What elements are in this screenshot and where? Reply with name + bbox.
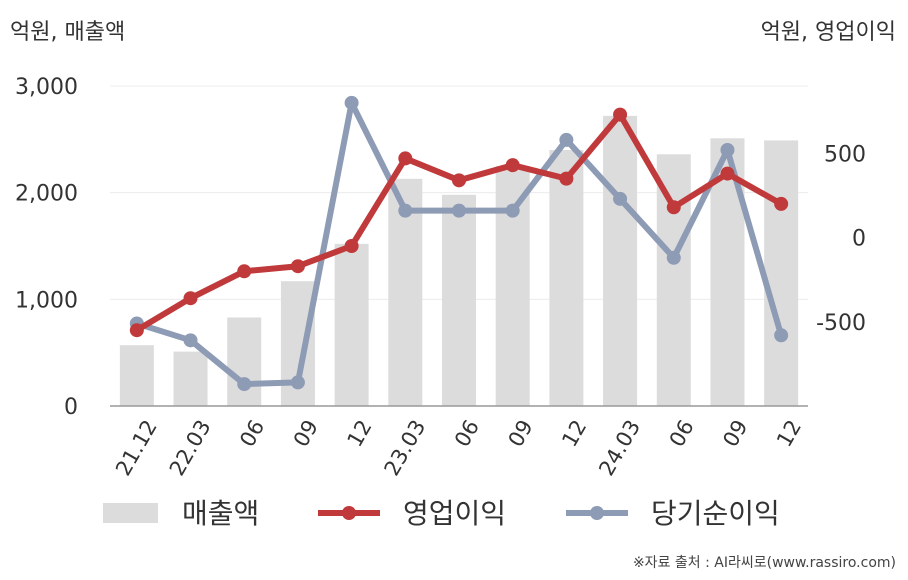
revenue-bar [334,243,369,406]
operating-profit-point [559,171,574,186]
x-tick-label: 21.12 [111,416,162,480]
operating-profit-point [452,173,466,188]
right-tick-label: 0 [852,227,866,252]
revenue-bars [119,115,799,406]
right-axis-ticks: -500 0 500 [816,142,866,335]
net-income-point [613,191,628,206]
operating-profit-point [183,291,198,306]
x-tick-label: 12 [557,416,591,451]
operating-profit-point [720,166,735,181]
left-tick-label: 1,000 [15,288,78,313]
net-income-point [774,328,789,343]
operating-profit-point [398,151,413,166]
net-income-point [452,203,466,218]
right-tick-label: -500 [816,311,866,336]
x-axis-ticks: 21.12 22.03 06 09 12 23.03 06 09 12 24.03 06 09 12 [111,416,806,480]
net-income-point [344,95,359,110]
net-income-point [183,333,198,348]
revenue-bar [442,194,476,406]
net-income-point [237,377,252,392]
left-tick-label: 0 [64,395,78,420]
legend-marker-net-income [590,506,604,520]
net-income-point [290,375,305,390]
x-tick-label: 22.03 [165,416,216,480]
x-tick-label: 06 [235,416,269,451]
x-tick-label: 06 [665,416,699,451]
revenue-bar [119,345,154,406]
right-axis-unit: 억원, 영업이익 [760,20,896,45]
x-tick-label: 06 [450,416,484,451]
operating-profit-point [666,200,681,215]
left-tick-label: 2,000 [15,182,78,207]
operating-profit-point [129,323,144,338]
revenue-bar [173,351,208,406]
x-tick-label: 12 [772,416,806,451]
x-tick-label: 09 [504,416,538,451]
operating-profit-point [774,196,789,211]
left-tick-label: 3,000 [15,75,78,100]
x-tick-label: 09 [289,416,323,451]
legend-label-operating-profit: 영업이익 [403,497,506,530]
left-axis-ticks: 0 1,000 2,000 3,000 [15,75,78,420]
source-note: ※자료 출처 : AI라씨로(www.rassiro.com) [632,555,896,571]
revenue-bar [603,115,638,406]
x-tick-label: 12 [343,416,377,451]
legend: 매출액 영업이익 당기순이익 [103,497,780,530]
legend-marker-operating-profit [342,506,356,520]
x-tick-label: 24.03 [594,416,645,480]
net-income-point [559,132,574,147]
x-tick-label: 09 [718,416,752,451]
legend-label-revenue: 매출액 [182,497,259,530]
legend-swatch-revenue [103,503,158,523]
revenue-bar [549,150,584,406]
operating-profit-point [505,158,520,173]
operating-profit-point [613,107,628,122]
revenue-bar [495,166,530,406]
operating-profit-point [290,259,305,274]
net-income-point [666,250,681,265]
operating-profit-point [237,264,252,279]
revenue-bar [764,140,799,406]
net-income-point [398,203,413,218]
right-tick-label: 500 [824,142,866,167]
revenue-bar [227,317,262,406]
left-axis-unit: 억원, 매출액 [10,20,126,45]
operating-profit-point [344,239,359,253]
net-income-point [505,203,520,218]
legend-label-net-income: 당기순이익 [651,497,780,530]
net-income-point [720,143,735,157]
revenue-bar [656,154,691,406]
x-tick-label: 23.03 [380,416,431,480]
profit-lines [129,95,789,392]
